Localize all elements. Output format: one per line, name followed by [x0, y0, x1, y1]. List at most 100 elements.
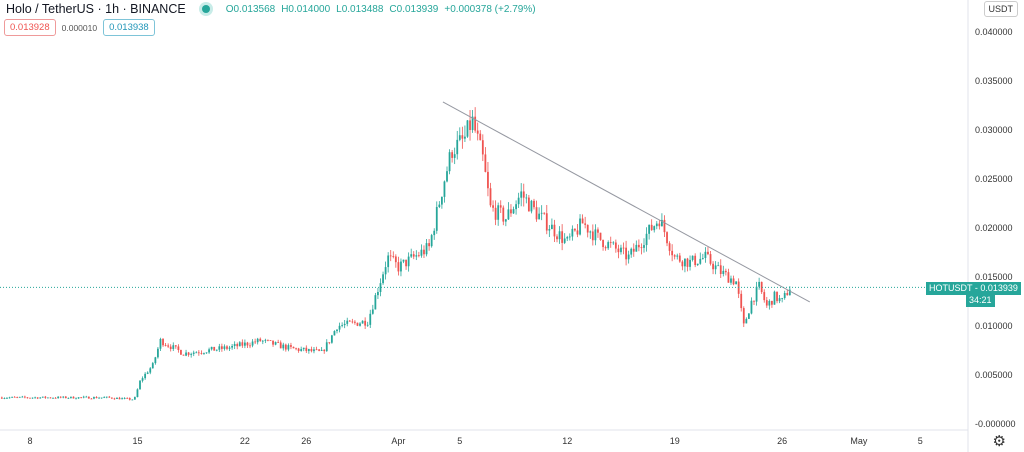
candle-body [407, 256, 410, 267]
candle-body [719, 265, 722, 275]
candle-body [123, 398, 126, 399]
candle-body [574, 228, 576, 231]
buy-button[interactable]: 0.013938 [103, 19, 155, 36]
candle-body [446, 171, 448, 182]
y-tick-label: 0.020000 [975, 223, 1013, 233]
candle-body [458, 135, 461, 140]
candle-body [484, 154, 487, 172]
candle-body [635, 244, 638, 252]
candle-body [3, 398, 6, 399]
candle-body [80, 397, 83, 399]
candle-body [90, 398, 93, 400]
candle-body [579, 218, 581, 235]
candle-body [29, 397, 31, 399]
candle-body [722, 270, 725, 275]
candle-body [653, 226, 656, 231]
candle-body [116, 397, 118, 400]
candle-body [26, 397, 29, 399]
candle-body [59, 396, 62, 398]
candle-body [707, 251, 709, 255]
candle-body [430, 235, 433, 247]
candle-body [612, 242, 615, 244]
candle-body [594, 229, 597, 241]
candle-body [630, 248, 633, 255]
candle-body [182, 354, 185, 356]
candle-body [589, 231, 592, 233]
candle-body [525, 197, 528, 199]
candle-body [333, 331, 336, 336]
x-tick-label: 8 [27, 436, 32, 446]
candle-body [110, 397, 113, 399]
sell-button[interactable]: 0.013928 [4, 19, 56, 36]
settings-gear-icon[interactable]: ⚙ [992, 433, 1006, 450]
candle-body [668, 243, 671, 251]
candle-body [433, 230, 436, 236]
candle-body [359, 323, 361, 326]
candle-body [681, 261, 684, 267]
candle-body [533, 200, 535, 208]
candle-body [36, 397, 39, 399]
y-tick-label: 0.025000 [975, 174, 1013, 184]
candle-body [717, 265, 720, 267]
candle-body [328, 342, 331, 344]
candle-body [23, 396, 26, 398]
candle-body [405, 259, 407, 267]
candle-body [701, 258, 704, 259]
candle-body [34, 397, 37, 399]
candle-body [190, 353, 193, 355]
candle-body [364, 320, 367, 326]
candle-body [522, 191, 525, 198]
candle-body [49, 397, 52, 399]
candle-body [423, 249, 425, 255]
candle-body [100, 397, 103, 399]
candle-body [627, 254, 630, 260]
candle-body [417, 255, 420, 257]
candle-body [699, 258, 702, 264]
symbol-title[interactable]: Holo / TetherUS · 1h · BINANCE [6, 2, 186, 16]
candle-body [428, 243, 430, 247]
candle-body [105, 396, 108, 398]
candle-body [637, 244, 640, 248]
candle-body [553, 224, 556, 237]
candle-body [379, 283, 382, 292]
candle-body [259, 338, 262, 342]
y-tick-label: -0.000000 [975, 419, 1016, 429]
candle-body [343, 323, 346, 326]
candle-body [412, 254, 415, 257]
candle-body [479, 133, 482, 141]
candle-body [231, 345, 234, 348]
market-status-icon [201, 5, 210, 13]
candle-body [625, 247, 627, 260]
candle-body [272, 340, 274, 345]
currency-button[interactable]: USDT [983, 1, 1018, 17]
candle-body [527, 197, 530, 212]
candle-body [269, 340, 272, 342]
candle-body [95, 397, 98, 399]
candle-body [760, 281, 763, 293]
candle-body [149, 368, 152, 373]
candle-body [440, 196, 443, 205]
candle-body [274, 342, 277, 345]
candle-body [435, 206, 438, 231]
candle-body [502, 207, 505, 222]
candle-body [133, 397, 136, 400]
candle-body [456, 139, 459, 155]
candle-body [233, 344, 236, 346]
candle-body [157, 348, 159, 358]
candle-body [377, 291, 379, 296]
candle-body [98, 397, 100, 399]
candle-body [108, 396, 111, 398]
candle-body [13, 396, 16, 398]
candle-body [394, 256, 397, 263]
candle-body [162, 338, 164, 346]
candle-body [336, 329, 338, 332]
candle-body [492, 205, 494, 208]
candle-body [755, 286, 758, 302]
candle-body [742, 308, 745, 324]
candle-body [487, 171, 489, 189]
candle-body [663, 219, 666, 233]
candle-body [658, 223, 661, 227]
candle-body [676, 255, 679, 257]
candle-body [315, 349, 318, 351]
